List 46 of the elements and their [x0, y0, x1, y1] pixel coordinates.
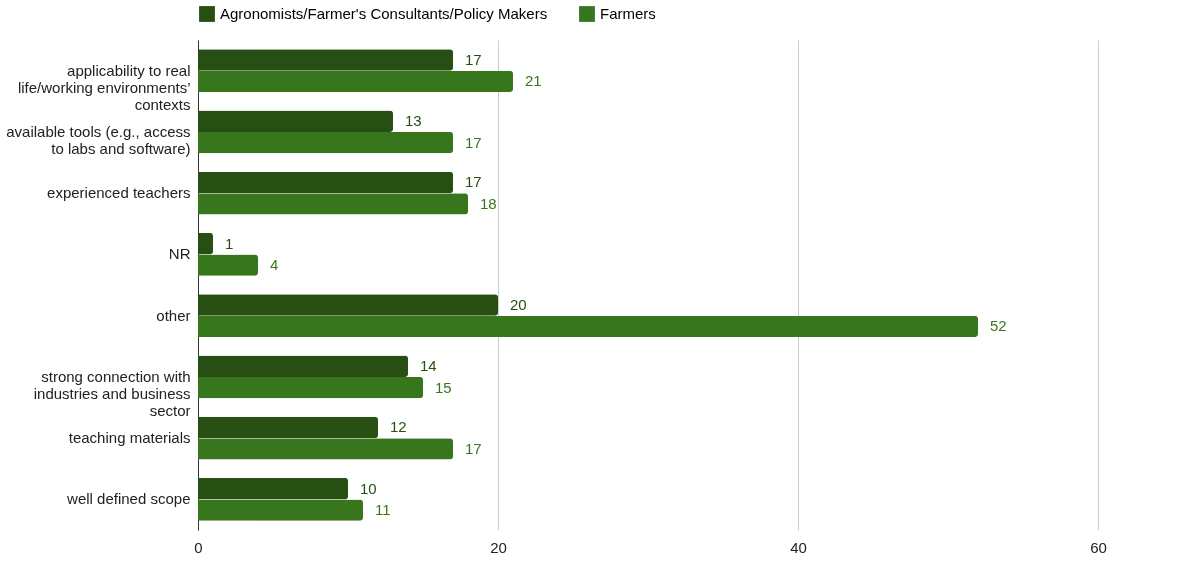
data-label: 52: [990, 317, 1007, 335]
x-tick-label: 40: [790, 538, 807, 556]
bar: [198, 477, 348, 500]
bar: [198, 416, 378, 439]
y-tick-label: applicability to real life/working environments’ contexts: [17, 61, 191, 113]
x-tick-label: 0: [194, 538, 203, 556]
data-label: 12: [390, 418, 407, 436]
x-tick-label: 60: [1090, 538, 1107, 556]
y-tick-label: strong connection with industries and business sector: [33, 367, 191, 419]
data-label: 11: [375, 501, 391, 519]
y-tick-label: available tools (e.g., access to labs and software): [6, 122, 191, 157]
y-tick-label: well defined scope: [66, 490, 191, 508]
y-tick-label: NR: [168, 245, 191, 263]
bar: [198, 315, 978, 338]
data-label: 14: [420, 357, 437, 375]
data-label: 17: [465, 133, 482, 151]
bar: [198, 110, 393, 132]
bar: [198, 499, 363, 521]
bar: [198, 49, 453, 71]
data-label: 15: [435, 378, 452, 396]
bar: [198, 232, 213, 255]
data-label: 20: [510, 295, 527, 313]
bar: [198, 376, 423, 399]
bar: [198, 131, 453, 154]
legend-label: Agronomists/Farmer's Consultants/Policy Makers: [220, 5, 548, 22]
bar: [198, 171, 453, 194]
data-label: 17: [465, 50, 482, 68]
y-tick-label: teaching materials: [68, 429, 191, 447]
y-tick-label: experienced teachers: [47, 184, 191, 202]
y-tick-label: other: [156, 306, 191, 324]
bar: [198, 438, 453, 460]
data-label: 10: [360, 479, 377, 497]
data-label: 17: [465, 439, 482, 457]
data-label: 1: [225, 234, 234, 252]
bar: [198, 70, 513, 93]
x-tick-label: 20: [490, 538, 507, 556]
bar: [198, 254, 258, 276]
data-label: 21: [525, 72, 542, 90]
bar: [198, 193, 468, 215]
bar: [198, 355, 408, 377]
legend-label: Farmers: [600, 5, 656, 22]
data-label: 4: [270, 256, 279, 274]
data-label: 17: [465, 173, 482, 191]
data-label: 13: [405, 112, 422, 130]
bar: [198, 294, 498, 316]
data-label: 18: [480, 194, 497, 212]
